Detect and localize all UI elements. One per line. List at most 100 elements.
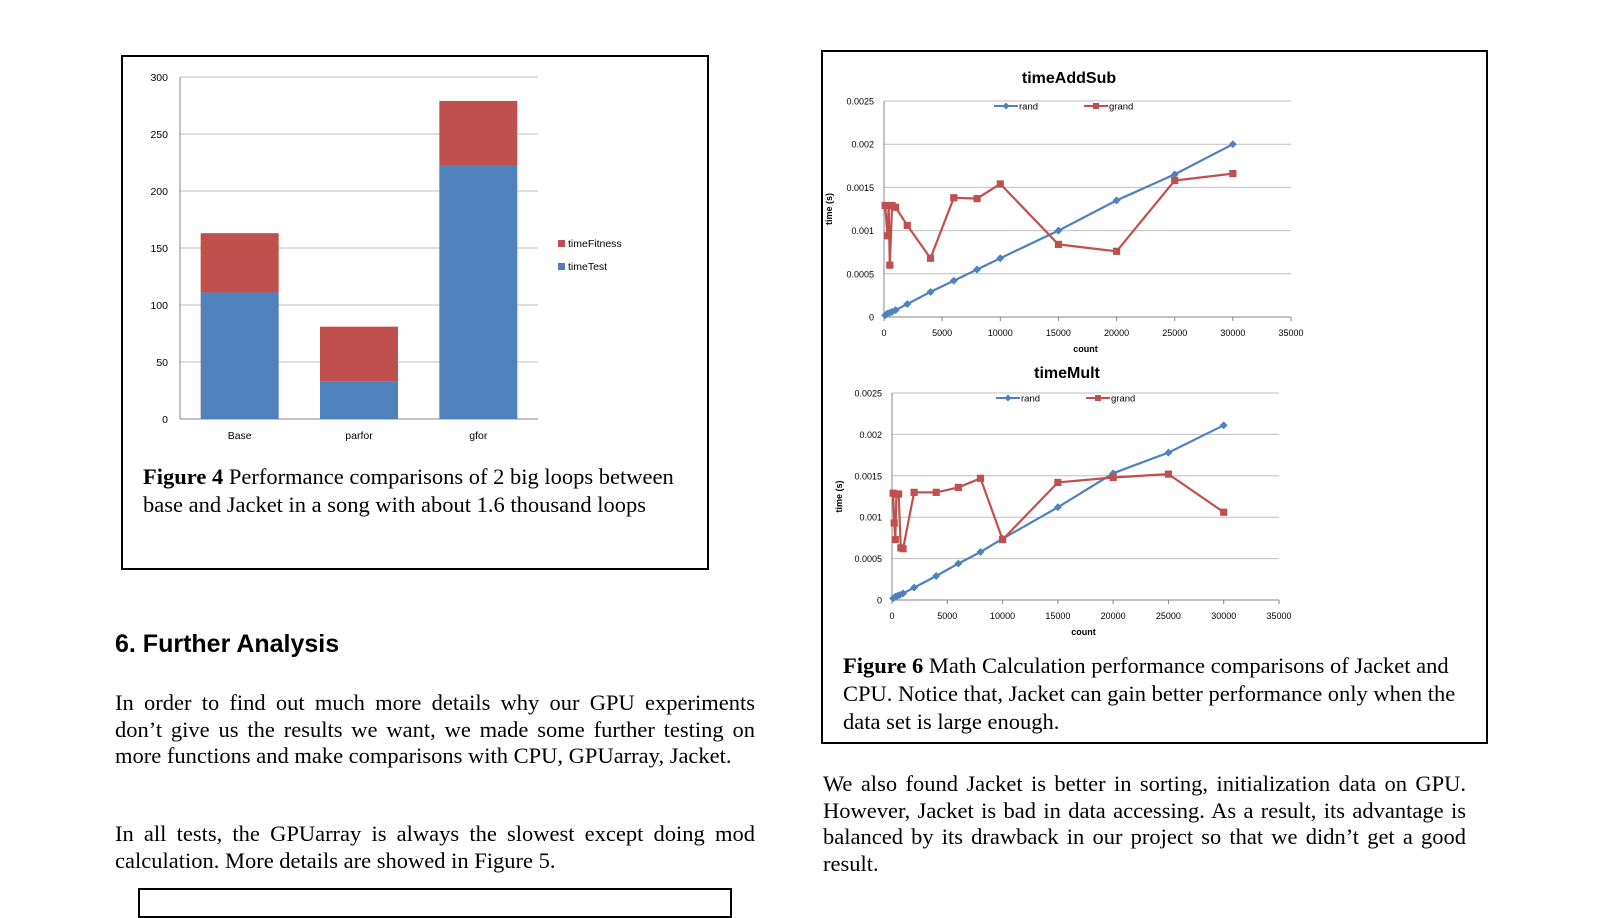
legend-label-grand: grand bbox=[1109, 102, 1133, 113]
point-grand bbox=[903, 221, 911, 230]
series-line-grand bbox=[892, 472, 1225, 551]
y-tick-label: 300 bbox=[150, 72, 168, 84]
point-rand bbox=[1228, 140, 1237, 149]
figure-6: timeAddSub 0 0.0005 0.001 0.0015 0.002 0.0025 0… bbox=[821, 50, 1488, 744]
figure-4-caption-label: Figure 4 bbox=[143, 464, 224, 489]
point-grand bbox=[932, 488, 940, 496]
x-tick-label: 5000 bbox=[937, 611, 957, 621]
chart-title-timeMult: timeMult bbox=[1034, 365, 1100, 382]
point-grand bbox=[895, 490, 903, 498]
figure-6-caption-text: Math Calculation performance comparisons… bbox=[843, 653, 1456, 734]
legend-swatch-timeTest bbox=[558, 263, 565, 270]
x-axis-label-timeMult: count bbox=[1071, 627, 1096, 637]
y-tick-label: 0.002 bbox=[859, 430, 882, 440]
y-tick-label: 0 bbox=[162, 414, 168, 426]
point-grand bbox=[998, 535, 1007, 544]
legend-label-timeTest: timeTest bbox=[568, 261, 607, 273]
x-tick-label: 0 bbox=[889, 611, 894, 621]
point-rand bbox=[1112, 196, 1121, 205]
point-grand bbox=[996, 180, 1004, 188]
point-grand bbox=[1054, 240, 1063, 249]
point-rand bbox=[973, 265, 981, 274]
x-tick-label: 10000 bbox=[990, 611, 1015, 621]
bar-timeTest-gfor bbox=[439, 165, 518, 419]
point-grand bbox=[954, 483, 962, 491]
legend-label-grand: grand bbox=[1111, 394, 1135, 405]
y-tick-label: 250 bbox=[150, 129, 168, 141]
point-rand bbox=[1164, 448, 1173, 457]
paragraph-further-analysis-2: In all tests, the GPUarray is always the… bbox=[115, 821, 755, 873]
point-grand bbox=[950, 194, 958, 202]
legend-marker-rand bbox=[1004, 394, 1012, 402]
x-tick-label: 0 bbox=[881, 328, 886, 338]
point-grand bbox=[910, 488, 918, 496]
x-tick-label: 35000 bbox=[1278, 328, 1303, 338]
series-line-rand bbox=[892, 424, 1225, 600]
point-rand bbox=[954, 559, 963, 568]
point-rand bbox=[1219, 421, 1228, 430]
x-tick-label: 35000 bbox=[1266, 611, 1291, 621]
point-rand bbox=[996, 254, 1005, 263]
point-rand bbox=[926, 287, 935, 296]
point-grand bbox=[1220, 508, 1228, 516]
point-grand bbox=[1171, 176, 1179, 185]
x-tick-label: 25000 bbox=[1156, 611, 1181, 621]
paragraph-further-analysis-1: In order to find out much more details w… bbox=[115, 690, 755, 768]
y-tick-label: 150 bbox=[150, 243, 168, 255]
legend-marker-grand bbox=[1093, 103, 1099, 109]
figure-4-caption: Figure 4 Performance comparisons of 2 bi… bbox=[143, 463, 683, 519]
legend-marker-rand bbox=[1002, 102, 1010, 110]
y-tick-label: 0.002 bbox=[851, 140, 874, 150]
figure-4-caption-text: Performance comparisons of 2 big loops b… bbox=[143, 464, 674, 517]
y-tick-label: 0 bbox=[869, 313, 874, 323]
bar-timeTest-Base bbox=[200, 292, 279, 419]
chart-title-timeAddSub: timeAddSub bbox=[1022, 70, 1116, 87]
figure-4: 0 50 100 150 200 250 300 Base parfor gfor timeFitn… bbox=[121, 55, 709, 570]
legend-label-rand: rand bbox=[1019, 102, 1038, 113]
figure-4-chart: 0 50 100 150 200 250 300 Base parfor gfor timeFitn… bbox=[150, 72, 622, 442]
point-grand bbox=[890, 519, 898, 527]
x-tick-label: 15000 bbox=[1045, 611, 1070, 621]
y-tick-label: 50 bbox=[156, 357, 168, 369]
y-tick-label: 100 bbox=[150, 300, 168, 312]
point-grand bbox=[976, 474, 985, 482]
point-grand bbox=[973, 195, 981, 203]
x-tick-label: parfor bbox=[345, 430, 373, 442]
y-tick-label: 0.0015 bbox=[846, 183, 874, 193]
x-tick-label: 5000 bbox=[932, 328, 952, 338]
point-grand bbox=[1164, 470, 1173, 478]
y-tick-label: 0.0005 bbox=[846, 269, 874, 279]
y-tick-label: 0 bbox=[877, 596, 882, 606]
x-tick-label: 20000 bbox=[1104, 328, 1129, 338]
x-tick-label: 25000 bbox=[1162, 328, 1187, 338]
y-tick-label: 0.0025 bbox=[846, 97, 874, 107]
paragraph-jacket-findings: We also found Jacket is better in sortin… bbox=[823, 771, 1466, 876]
point-rand bbox=[1054, 226, 1063, 235]
x-tick-label: 20000 bbox=[1101, 611, 1126, 621]
legend-label-rand: rand bbox=[1021, 394, 1040, 405]
point-grand bbox=[1229, 169, 1237, 178]
point-grand bbox=[1112, 247, 1121, 255]
legend-swatch-timeFitness bbox=[558, 240, 565, 247]
x-tick-label: 30000 bbox=[1220, 328, 1245, 338]
point-grand bbox=[926, 254, 935, 262]
legend-label-timeFitness: timeFitness bbox=[568, 238, 622, 250]
y-tick-label: 200 bbox=[150, 186, 168, 198]
figure-6-caption-label: Figure 6 bbox=[843, 653, 924, 678]
x-tick-label: Base bbox=[228, 430, 252, 442]
x-tick-label: 15000 bbox=[1046, 328, 1071, 338]
point-grand bbox=[891, 535, 899, 544]
x-axis-label-timeAddSub: count bbox=[1073, 344, 1098, 354]
point-grand bbox=[1109, 473, 1117, 482]
bar-timeFitness-Base bbox=[200, 233, 279, 293]
point-grand bbox=[899, 545, 907, 553]
bar-timeFitness-parfor bbox=[320, 326, 398, 382]
bar-timeTest-parfor bbox=[320, 381, 398, 419]
x-tick-label: 10000 bbox=[988, 328, 1013, 338]
figure-6-caption: Figure 6 Math Calculation performance co… bbox=[843, 652, 1473, 736]
point-rand bbox=[910, 583, 919, 592]
y-axis-label-timeMult: time (s) bbox=[834, 480, 844, 512]
figure-6-charts: timeAddSub00.00050.0010.00150.0020.00250… bbox=[824, 70, 1304, 637]
bar-timeFitness-gfor bbox=[439, 100, 518, 166]
point-rand bbox=[903, 300, 912, 308]
